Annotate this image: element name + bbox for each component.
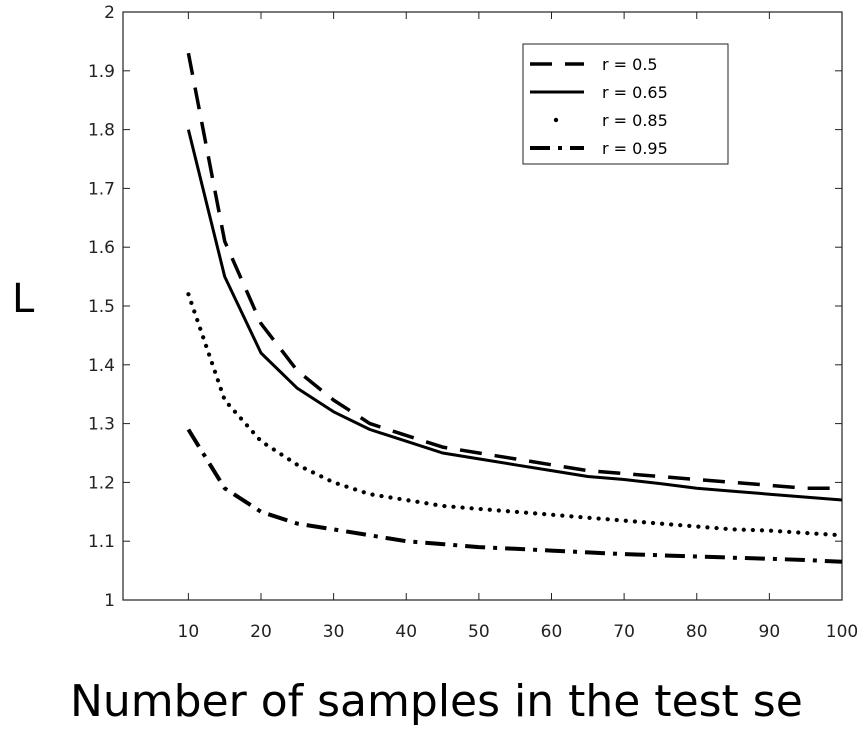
y-tick-label: 1.9 <box>88 62 115 82</box>
y-axis-label: L <box>12 276 35 322</box>
y-tick-label: 1.8 <box>88 121 115 141</box>
y-tick-label: 1.4 <box>88 356 115 376</box>
x-tick-label: 90 <box>759 622 781 642</box>
series-layer <box>186 52 845 564</box>
x-axis: 10 20 30 40 50 60 70 80 90 100 <box>178 12 858 642</box>
x-tick-label: 10 <box>178 622 200 642</box>
legend-label-2: r = 0.85 <box>602 111 668 130</box>
series-line-3 <box>186 428 843 564</box>
y-tick-label: 1.3 <box>88 415 115 435</box>
y-tick-label: 2 <box>104 3 115 23</box>
x-tick-label: 70 <box>613 622 635 642</box>
y-axis: 1 1.1 1.2 1.3 1.4 1.5 1.6 1.7 1.8 1.9 2 <box>88 3 842 611</box>
series-line-0 <box>186 52 842 491</box>
x-axis-label: Number of samples in the test se <box>70 676 803 727</box>
x-tick-label: 30 <box>323 622 345 642</box>
x-tick-label: 80 <box>686 622 708 642</box>
series-line-2 <box>186 292 845 538</box>
y-tick-label: 1.6 <box>88 238 115 258</box>
x-tick-label: 20 <box>250 622 272 642</box>
plot-frame <box>122 11 843 601</box>
x-tick-label: 40 <box>395 622 417 642</box>
legend-box <box>522 43 729 165</box>
legend-label-3: r = 0.95 <box>602 139 668 158</box>
y-tick-label: 1.7 <box>88 179 115 199</box>
legend: r = 0.5 r = 0.65 r = 0.85 r = 0.95 <box>522 43 729 165</box>
y-tick-label: 1.1 <box>88 532 115 552</box>
y-tick-label: 1.2 <box>88 473 115 493</box>
y-tick-label: 1.5 <box>88 297 115 317</box>
legend-label-1: r = 0.65 <box>602 83 668 102</box>
x-tick-label: 50 <box>468 622 490 642</box>
legend-swatch-2 <box>553 117 559 123</box>
series-line-1 <box>186 129 843 502</box>
legend-label-0: r = 0.5 <box>602 55 658 74</box>
y-tick-label: 1 <box>104 591 115 611</box>
x-tick-label: 100 <box>826 622 858 642</box>
x-tick-label: 60 <box>541 622 563 642</box>
